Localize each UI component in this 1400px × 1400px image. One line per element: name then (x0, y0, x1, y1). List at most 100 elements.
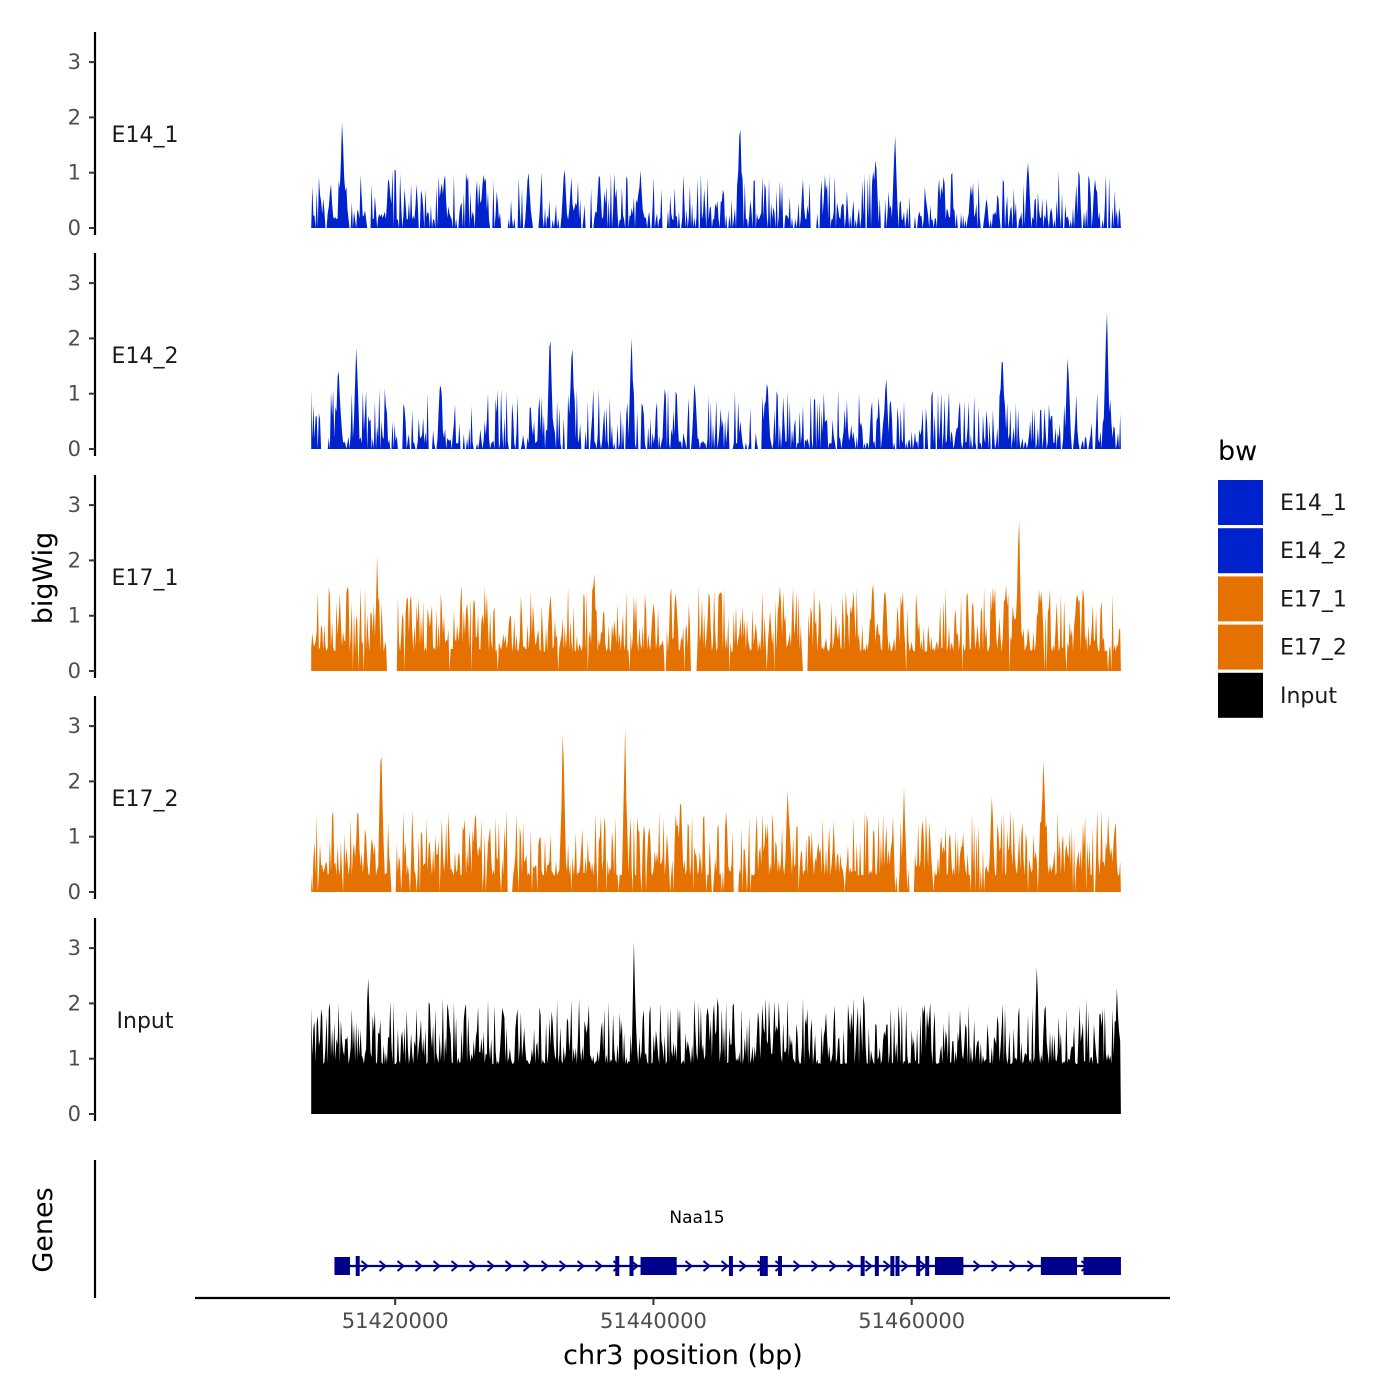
y-tick-label: 2 (68, 991, 81, 1015)
strand-arrow (702, 1260, 712, 1272)
legend-key-e17_2 (1218, 624, 1263, 670)
legend-label: E14_2 (1280, 539, 1347, 564)
legend-title: bw (1218, 436, 1257, 467)
strand-arrow (882, 1260, 892, 1272)
legend-key-e14_1 (1218, 480, 1263, 525)
coverage-area-e17_1 (311, 520, 1121, 671)
y-tick-label: 2 (68, 548, 81, 572)
strand-arrow (900, 1260, 910, 1272)
coverage-area-e17_2 (311, 727, 1121, 892)
y-tick-label: 1 (68, 382, 81, 406)
x-axis-title: chr3 position (bp) (563, 1340, 803, 1371)
legend-label: E17_1 (1280, 587, 1347, 612)
strand-arrow (864, 1260, 874, 1272)
track-label: E17_2 (112, 787, 179, 812)
track-e14_1: 0 1 2 3 E14_1 (68, 32, 1121, 240)
gene-exon (934, 1257, 964, 1275)
track-label: Input (117, 1009, 174, 1034)
gene-exon (1040, 1257, 1078, 1275)
strand-arrow (720, 1260, 730, 1272)
legend-key-e17_1 (1218, 576, 1263, 622)
strand-arrow (810, 1260, 820, 1272)
y-tick-label: 3 (68, 50, 81, 74)
y-tick-label: 0 (68, 659, 81, 683)
strand-arrow (396, 1260, 406, 1272)
strand-arrow (576, 1260, 586, 1272)
strand-arrow (378, 1260, 388, 1272)
strand-arrow (522, 1260, 532, 1272)
track-label: E17_1 (112, 566, 179, 591)
gene-exon-small (860, 1256, 865, 1276)
gene-exon-small (728, 1256, 733, 1276)
legend: bw E14_1 E14_2 E17_1 E17_2 Input (1218, 436, 1347, 718)
y-tick-label: 3 (68, 493, 81, 517)
gene-name-label: Naa15 (669, 1208, 724, 1228)
x-tick-label: 51440000 (600, 1309, 707, 1333)
gene-exon-small (778, 1256, 782, 1276)
strand-arrow (1008, 1260, 1018, 1272)
y-tick-label: 1 (68, 1047, 81, 1071)
coverage-tracks: 0 1 2 3 E14_1 0 1 2 3 E14_2 0 1 2 3 E17_1 0 1 2 3 E17_2 0 1 2 3… (68, 32, 1121, 1126)
y-tick-label: 2 (68, 769, 81, 793)
x-axis: 51420000 51440000 51460000 (195, 1296, 1170, 1333)
track-e17_2: 0 1 2 3 E17_2 (68, 696, 1121, 904)
track-label: E14_2 (112, 344, 179, 369)
strand-arrow (990, 1260, 1000, 1272)
coverage-area-input (311, 942, 1121, 1114)
gene-track: Genes Naa15 (28, 1160, 1121, 1298)
strand-arrow (1026, 1260, 1036, 1272)
strand-arrow (414, 1260, 424, 1272)
legend-label: Input (1280, 684, 1337, 709)
gene-exon-small (890, 1256, 895, 1276)
gene-exon (334, 1257, 350, 1275)
y-tick-label: 0 (68, 437, 81, 461)
gene-exon-small (874, 1256, 879, 1276)
coverage-area-e14_2 (311, 312, 1121, 449)
gene-exon-small (355, 1256, 360, 1276)
gene-exon-small (763, 1256, 768, 1276)
legend-label: E17_2 (1280, 636, 1347, 661)
y-tick-label: 1 (68, 161, 81, 185)
strand-arrow (684, 1260, 694, 1272)
strand-arrow (486, 1260, 496, 1272)
strand-arrow (792, 1260, 802, 1272)
legend-key-input (1218, 672, 1263, 718)
legend-label: E14_1 (1280, 491, 1347, 516)
y-tick-label: 0 (68, 1102, 81, 1126)
strand-arrow (360, 1260, 370, 1272)
strand-arrow (432, 1260, 442, 1272)
y-tick-label: 2 (68, 326, 81, 350)
gene-exon (640, 1257, 677, 1275)
strand-arrow (540, 1260, 550, 1272)
gene-exon-small (759, 1256, 764, 1276)
track-e14_2: 0 1 2 3 E14_2 (68, 253, 1121, 461)
y-tick-label: 2 (68, 105, 81, 129)
y-tick-label: 3 (68, 714, 81, 738)
strand-arrow (846, 1260, 856, 1272)
coverage-area-e14_1 (311, 121, 1121, 228)
strand-arrow (738, 1260, 748, 1272)
x-tick-label: 51460000 (858, 1309, 965, 1333)
y-tick-label: 1 (68, 604, 81, 628)
strand-arrow (504, 1260, 514, 1272)
track-label: E14_1 (112, 123, 179, 148)
strand-arrow (468, 1260, 478, 1272)
strand-arrow (828, 1260, 838, 1272)
y-tick-label: 3 (68, 936, 81, 960)
track-e17_1: 0 1 2 3 E17_1 (68, 475, 1121, 683)
strand-arrow (450, 1260, 460, 1272)
strand-arrow (594, 1260, 604, 1272)
x-tick-label: 51420000 (342, 1309, 449, 1333)
y-tick-label: 1 (68, 825, 81, 849)
gene-exon-small (615, 1256, 620, 1276)
track-input: 0 1 2 3 Input (68, 918, 1121, 1126)
strand-arrow (558, 1260, 568, 1272)
gene-exon (1083, 1257, 1121, 1275)
gene-exon-small (895, 1256, 900, 1276)
y-tick-label: 3 (68, 271, 81, 295)
gene-track-label: Genes (28, 1187, 59, 1272)
y-axis-title: bigWig (28, 532, 59, 625)
gene-exon-small (925, 1256, 930, 1276)
legend-key-e14_2 (1218, 528, 1263, 574)
